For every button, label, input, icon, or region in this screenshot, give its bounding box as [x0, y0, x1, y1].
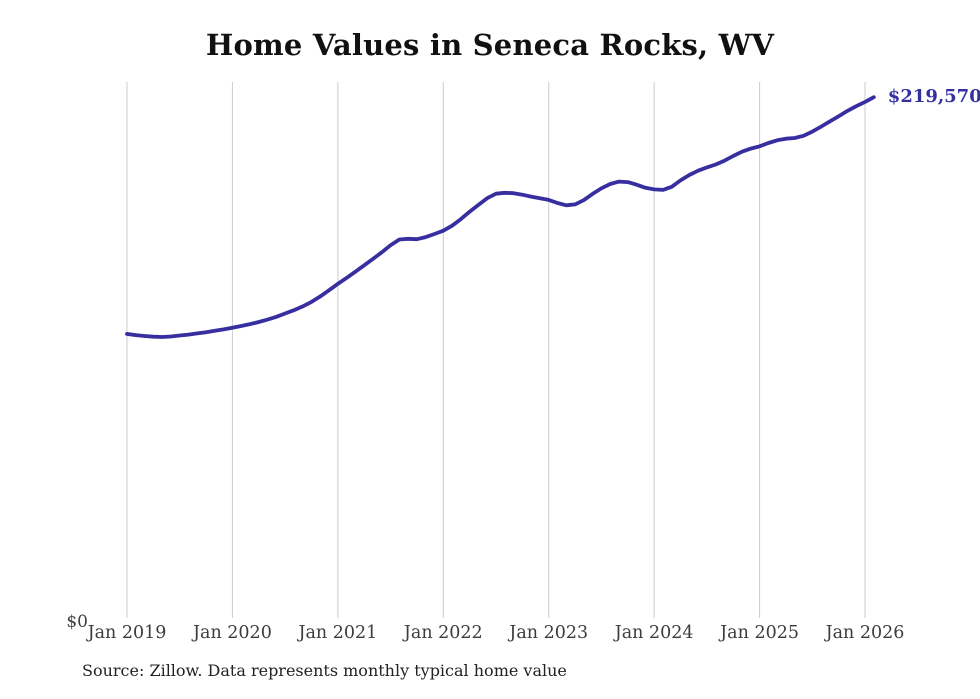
x-axis-tick-label: Jan 2021 [298, 623, 378, 643]
vertical-gridlines [126, 82, 866, 618]
home-value-line [125, 95, 876, 339]
x-axis-tick-label: Jan 2022 [403, 623, 483, 643]
x-axis-tick-label: Jan 2023 [509, 623, 589, 643]
x-axis-tick-label: Jan 2024 [614, 623, 694, 643]
latest-value-label: $219,570 [887, 86, 980, 108]
x-axis-tick-label: Jan 2019 [87, 623, 167, 643]
y-axis-zero-label: $0 [66, 612, 88, 632]
x-axis-tick-label: Jan 2025 [720, 623, 799, 643]
x-axis-tick-label: Jan 2026 [825, 623, 905, 643]
chart-title: Home Values in Seneca Rocks, WV [205, 28, 775, 62]
x-axis-tick-label: Jan 2020 [193, 623, 272, 643]
source-note: Source: Zillow. Data represents monthly … [82, 661, 567, 680]
